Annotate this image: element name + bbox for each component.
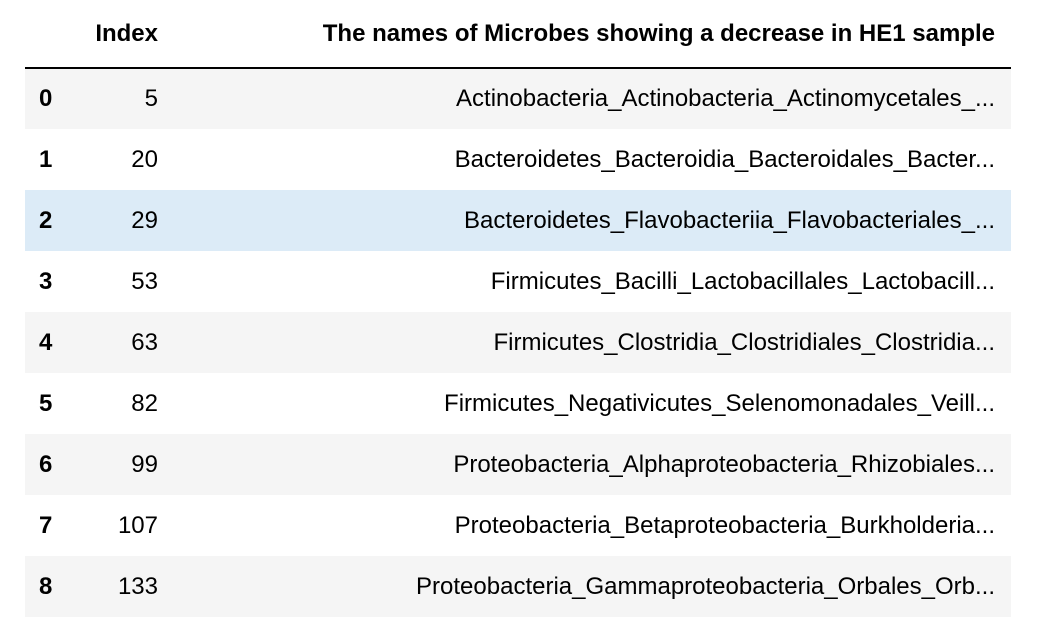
row-label: 0	[39, 85, 53, 112]
table-body: 0 5 Actinobacteria_Actinobacteria_Actino…	[25, 68, 1011, 617]
cell-index: 20	[131, 145, 158, 173]
dataframe-table: Index The names of Microbes showing a de…	[25, 0, 1011, 617]
table-header: Index The names of Microbes showing a de…	[25, 0, 1011, 69]
dataframe-output: Index The names of Microbes showing a de…	[25, 0, 1011, 617]
cell-microbe-name: Proteobacteria_Gammaproteobacteria_Orbal…	[416, 572, 995, 600]
cell-index: 63	[131, 328, 158, 356]
column-header-names: The names of Microbes showing a decrease…	[172, 0, 1011, 69]
table-row: 2 29 Bacteroidetes_Flavobacteriia_Flavob…	[25, 190, 1011, 251]
row-label: 4	[39, 328, 53, 356]
table-row: 8 133 Proteobacteria_Gammaproteobacteria…	[25, 556, 1011, 617]
cell-index: 107	[117, 511, 158, 539]
row-label: 8	[39, 572, 53, 600]
table-row: 3 53 Firmicutes_Bacilli_Lactobacillales_…	[25, 251, 1011, 312]
cell-microbe-name: Bacteroidetes_Flavobacteriia_Flavobacter…	[464, 206, 995, 234]
cell-microbe-name: Proteobacteria_Betaproteobacteria_Burkho…	[454, 511, 995, 539]
row-label: 5	[39, 389, 53, 417]
cell-microbe-name: Firmicutes_Bacilli_Lactobacillales_Lacto…	[490, 267, 995, 295]
column-header-index: Index	[90, 0, 172, 69]
cell-microbe-name: Firmicutes_Clostridia_Clostridiales_Clos…	[493, 328, 996, 356]
cell-microbe-name: Bacteroidetes_Bacteroidia_Bacteroidales_…	[454, 145, 995, 173]
table-row: 0 5 Actinobacteria_Actinobacteria_Actino…	[25, 68, 1011, 129]
row-label: 7	[39, 511, 53, 539]
header-corner	[25, 0, 90, 69]
table-row: 7 107 Proteobacteria_Betaproteobacteria_…	[25, 495, 1011, 556]
cell-index: 5	[144, 85, 158, 112]
table-row: 6 99 Proteobacteria_Alphaproteobacteria_…	[25, 434, 1011, 495]
cell-index: 99	[131, 450, 158, 478]
cell-microbe-name: Firmicutes_Negativicutes_Selenomonadales…	[444, 389, 995, 417]
table-row: 1 20 Bacteroidetes_Bacteroidia_Bacteroid…	[25, 129, 1011, 190]
row-label: 1	[39, 145, 53, 173]
header-row: Index The names of Microbes showing a de…	[25, 0, 1011, 69]
cell-index: 82	[131, 389, 158, 417]
cell-microbe-name: Proteobacteria_Alphaproteobacteria_Rhizo…	[453, 450, 995, 478]
cell-index: 29	[131, 206, 158, 234]
row-label: 2	[39, 206, 53, 234]
row-label: 6	[39, 450, 53, 478]
table-row: 5 82 Firmicutes_Negativicutes_Selenomona…	[25, 373, 1011, 434]
table-row: 4 63 Firmicutes_Clostridia_Clostridiales…	[25, 312, 1011, 373]
row-label: 3	[39, 267, 53, 295]
cell-microbe-name: Actinobacteria_Actinobacteria_Actinomyce…	[456, 85, 995, 112]
cell-index: 133	[117, 572, 158, 600]
cell-index: 53	[131, 267, 158, 295]
